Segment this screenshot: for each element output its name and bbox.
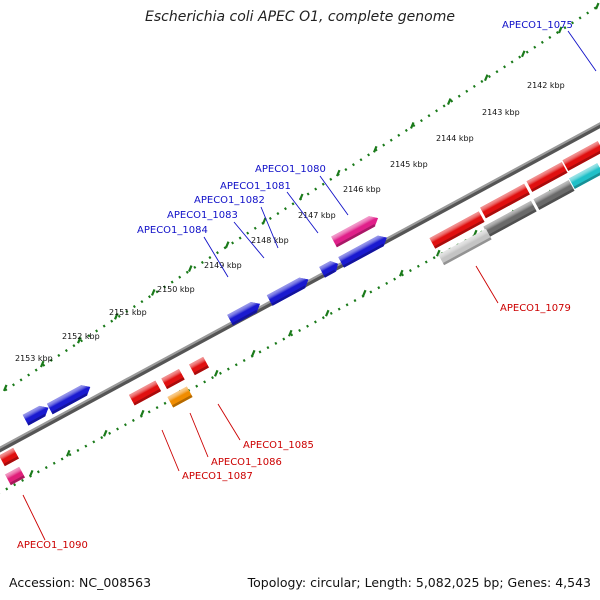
gene-apeco1-1087[interactable] bbox=[128, 380, 162, 406]
gene-apeco1-1085[interactable] bbox=[189, 356, 209, 376]
outer-tick-ring bbox=[0, 2, 600, 395]
gene-label[interactable]: APECO1_1085 bbox=[243, 440, 314, 451]
gene-apeco1-1090-red[interactable] bbox=[0, 447, 19, 467]
tick-label: 2153 kbp bbox=[15, 354, 53, 363]
gene-apeco1-1079[interactable] bbox=[438, 228, 492, 266]
leader-line bbox=[22, 494, 46, 541]
major-tick bbox=[372, 145, 378, 153]
gene-label[interactable]: APECO1_1081 bbox=[220, 181, 291, 192]
gene-label[interactable]: APECO1_1090 bbox=[17, 540, 88, 551]
tick-label: 2151 kbp bbox=[109, 308, 147, 317]
gene-reverse-b[interactable] bbox=[480, 183, 530, 219]
major-tick bbox=[261, 217, 267, 225]
tick-label: 2146 kbp bbox=[343, 185, 381, 194]
gene-apeco1-1084[interactable] bbox=[227, 299, 263, 326]
gene-apeco1-1090[interactable] bbox=[5, 466, 25, 486]
minor-tick bbox=[398, 269, 404, 277]
tick-label: 2147 kbp bbox=[298, 211, 336, 220]
minor-tick bbox=[102, 429, 108, 437]
leader-line bbox=[286, 191, 319, 234]
major-tick bbox=[2, 384, 8, 392]
tick-label: 2145 kbp bbox=[390, 160, 428, 169]
major-tick bbox=[594, 2, 600, 10]
major-tick bbox=[224, 241, 230, 249]
major-tick bbox=[520, 50, 526, 58]
major-tick bbox=[483, 74, 489, 82]
minor-tick bbox=[287, 329, 293, 337]
leader-line bbox=[161, 429, 180, 472]
gene-reverse-f[interactable] bbox=[533, 180, 575, 210]
major-tick bbox=[113, 312, 119, 320]
tick-label: 2142 kbp bbox=[527, 81, 565, 90]
gene-forward-b[interactable] bbox=[22, 403, 52, 426]
gene-label[interactable]: APECO1_1080 bbox=[255, 164, 326, 175]
leader-line bbox=[189, 412, 209, 458]
gene-reverse-d[interactable] bbox=[562, 141, 600, 171]
accession-text: Accession: NC_008563 bbox=[9, 575, 152, 590]
major-tick bbox=[39, 360, 45, 368]
leader-line bbox=[260, 206, 279, 249]
gene-label[interactable]: APECO1_1086 bbox=[211, 457, 282, 468]
gene-forward-a[interactable] bbox=[46, 382, 93, 415]
leader-line bbox=[475, 265, 499, 304]
major-tick bbox=[409, 121, 415, 129]
leader-line bbox=[567, 30, 597, 72]
minor-tick bbox=[139, 409, 145, 417]
gene-label[interactable]: APECO1_1084 bbox=[137, 225, 208, 236]
major-tick bbox=[150, 289, 156, 296]
gene-reverse-a[interactable] bbox=[429, 211, 485, 249]
leader-line bbox=[203, 236, 229, 278]
gene-reverse-c[interactable] bbox=[526, 162, 568, 192]
major-tick bbox=[76, 336, 82, 344]
leader-line bbox=[217, 403, 241, 441]
gene-apeco1-1086-red[interactable] bbox=[161, 368, 185, 390]
gene-apeco1-1081[interactable] bbox=[338, 232, 389, 268]
minor-tick bbox=[213, 369, 219, 377]
minor-tick bbox=[65, 449, 71, 457]
genome-title: Escherichia coli APEC O1, complete genom… bbox=[145, 9, 455, 25]
gene-apeco1-1080[interactable] bbox=[331, 213, 381, 248]
major-tick bbox=[446, 98, 452, 105]
gene-apeco1-1086[interactable] bbox=[167, 386, 193, 408]
gene-apeco1-1083[interactable] bbox=[266, 274, 311, 306]
minor-tick bbox=[435, 249, 441, 257]
tick-label: 2143 kbp bbox=[482, 108, 520, 117]
minor-tick bbox=[361, 289, 367, 297]
gene-label[interactable]: APECO1_1079 bbox=[500, 303, 571, 314]
tick-label: 2150 kbp bbox=[157, 285, 195, 294]
gene-reverse-g[interactable] bbox=[569, 163, 600, 189]
minor-tick bbox=[250, 349, 256, 357]
major-tick bbox=[557, 26, 563, 34]
tick-label: 2149 kbp bbox=[204, 261, 242, 270]
tick-label: 2148 kbp bbox=[251, 236, 289, 245]
tick-label: 2152 kbp bbox=[62, 332, 100, 341]
gene-label[interactable]: APECO1_1082 bbox=[194, 195, 265, 206]
gene-label[interactable]: APECO1_1075 bbox=[502, 20, 573, 31]
leader-line bbox=[319, 175, 349, 216]
gene-label[interactable]: APECO1_1087 bbox=[182, 471, 253, 482]
major-tick bbox=[187, 265, 193, 273]
minor-tick bbox=[28, 469, 34, 477]
tick-label: 2144 kbp bbox=[436, 134, 474, 143]
genome-summary-text: Topology: circular; Length: 5,082,025 bp… bbox=[247, 575, 591, 590]
gene-reverse-e[interactable] bbox=[483, 200, 537, 238]
major-tick bbox=[335, 169, 341, 177]
gene-apeco1-1082[interactable] bbox=[319, 258, 341, 278]
leader-line bbox=[233, 221, 265, 259]
major-tick bbox=[298, 193, 304, 201]
gene-label[interactable]: APECO1_1083 bbox=[167, 210, 238, 221]
minor-tick bbox=[324, 309, 330, 317]
